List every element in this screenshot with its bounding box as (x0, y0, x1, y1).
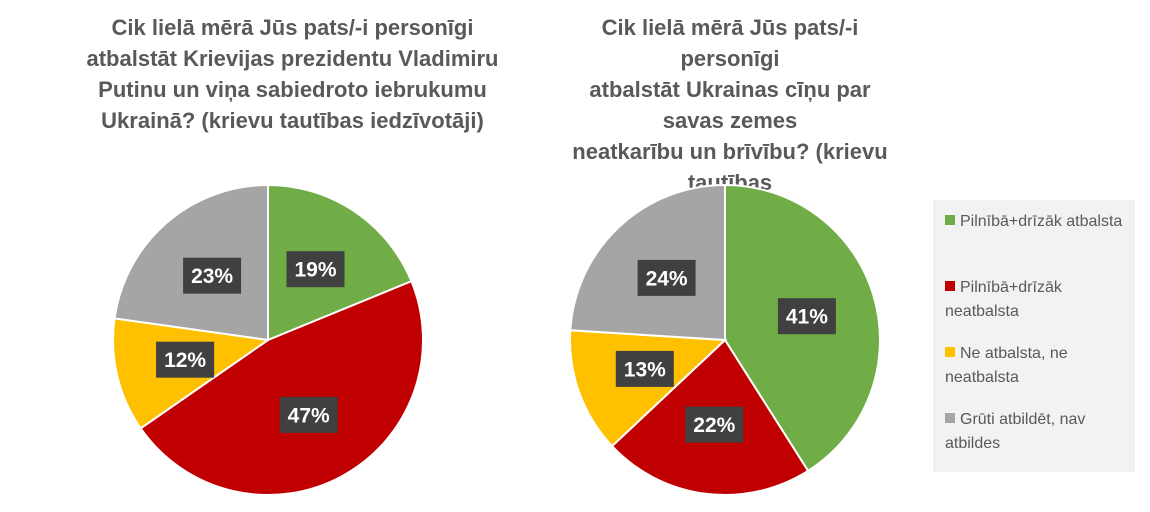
legend-item-support: Pilnībā+drīzāk atbalsta (945, 210, 1131, 234)
pie1-data-label-no-answer: 23% (183, 257, 242, 294)
svg-text:24%: 24% (646, 267, 688, 290)
pie2-data-label-not-support: 22% (685, 406, 744, 443)
pie2-data-label-neutral: 13% (615, 350, 674, 387)
svg-text:41%: 41% (786, 306, 828, 329)
pie1-data-label-support: 19% (286, 251, 345, 288)
pie1-slice-not-support (139, 279, 424, 496)
legend-swatch (945, 347, 955, 357)
legend-swatch (945, 413, 955, 423)
chart-title-left: Cik lielā mērā Jūs pats/-i personīgi atb… (86, 15, 499, 133)
svg-text:19%: 19% (294, 259, 336, 282)
legend-label: Pilnībā+drīzāk neatbalsta (945, 279, 1062, 320)
pie2-data-label-support: 41% (777, 298, 836, 335)
svg-text:23%: 23% (191, 265, 233, 288)
pie2-slice-neutral (569, 329, 728, 448)
legend-label: Grūti atbildēt, nav atbildes (945, 411, 1086, 452)
legend-swatch (945, 215, 955, 225)
chart-legend: Pilnībā+drīzāk atbalsta Pilnībā+drīzāk n… (933, 200, 1135, 472)
legend-item-not-support: Pilnībā+drīzāk neatbalsta (945, 276, 1131, 324)
legend-item-neutral: Ne atbalsta, ne neatbalsta (945, 342, 1131, 390)
svg-text:13%: 13% (624, 358, 666, 381)
pie1-data-label-not-support: 47% (279, 396, 338, 433)
svg-text:12%: 12% (164, 349, 206, 372)
pie2-data-label-no-answer: 24% (637, 259, 696, 296)
legend-label: Ne atbalsta, ne neatbalsta (945, 345, 1068, 386)
legend-item-no-answer: Grūti atbildēt, nav atbildes (945, 408, 1131, 456)
legend-label: Pilnībā+drīzāk atbalsta (960, 213, 1123, 230)
legend-swatch (945, 281, 955, 291)
pie1-data-label-neutral: 12% (156, 341, 215, 378)
svg-text:47%: 47% (288, 404, 330, 427)
svg-text:22%: 22% (693, 414, 735, 437)
